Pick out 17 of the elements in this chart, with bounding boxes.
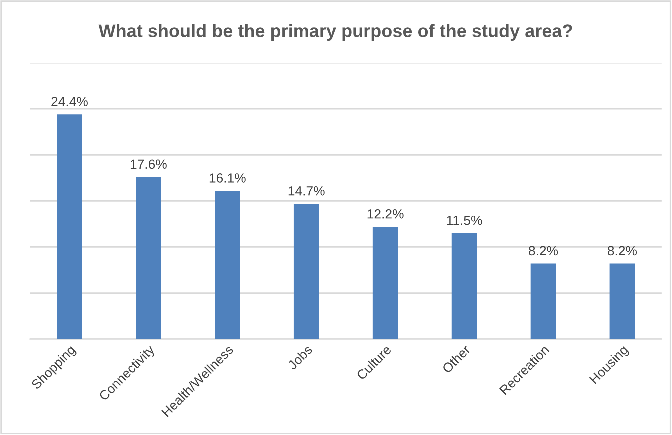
data-label: 14.7%	[288, 186, 325, 196]
data-label: 24.4%	[52, 97, 88, 106]
data-label: 8.2%	[529, 246, 558, 256]
data-label: 11.5%	[447, 216, 482, 226]
bar	[452, 233, 478, 340]
chart-title: What should be the primary purpose of the study area?	[98, 24, 572, 42]
data-label: 12.2%	[368, 209, 404, 219]
data-label: 16.1%	[210, 174, 246, 183]
bar	[57, 114, 82, 340]
data-label: 17.6%	[130, 160, 167, 170]
bar	[530, 264, 556, 340]
bar	[610, 264, 636, 340]
bar	[294, 204, 320, 340]
bar	[372, 226, 398, 340]
bar	[215, 191, 240, 340]
data-label: 8.2%	[608, 246, 638, 256]
bar	[136, 177, 162, 340]
